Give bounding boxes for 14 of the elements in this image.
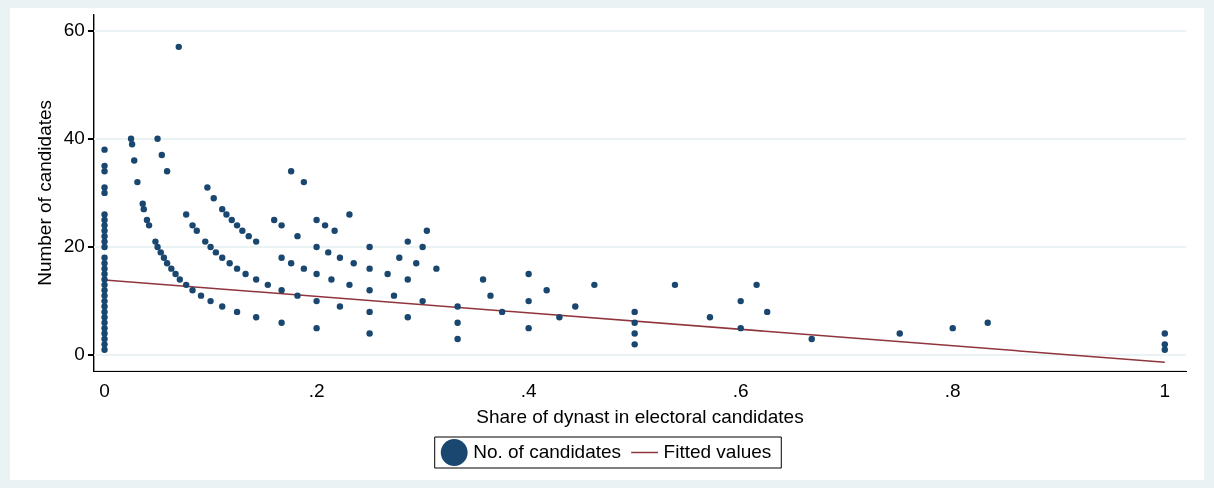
x-axis-title: Share of dynast in electoral candidates (476, 405, 804, 427)
x-tick-label: .4 (520, 380, 537, 402)
y-axis-title: Number of candidates (33, 99, 55, 286)
x-tick-label: 1 (1159, 380, 1171, 402)
y-tick-label: 40 (63, 127, 85, 149)
y-tick-label: 60 (63, 18, 85, 40)
legend-label: No. of candidates (473, 440, 622, 462)
x-tick-label: .2 (308, 380, 325, 402)
y-tick-label: 0 (74, 343, 85, 365)
x-tick-label: .8 (944, 380, 961, 402)
legend-label: Fitted values (663, 440, 772, 462)
y-tick-label: 20 (63, 235, 85, 257)
x-tick-label: .6 (732, 380, 749, 402)
x-tick-label: 0 (99, 380, 110, 402)
